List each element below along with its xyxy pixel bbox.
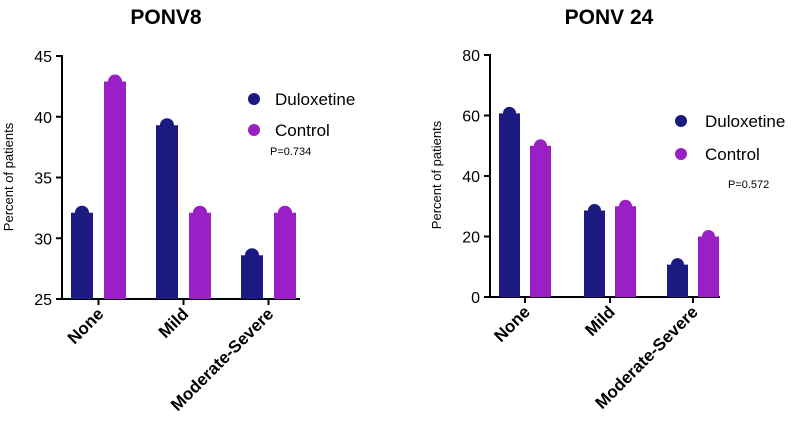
bar-duloxetine-mild — [156, 125, 178, 299]
bar-control-none — [104, 81, 126, 299]
legend: Duloxetine Control — [675, 112, 785, 164]
y-axis-label: Percent of patients — [1, 122, 16, 231]
y-tick-label: 20 — [462, 230, 480, 247]
bar-control-moderate-severe-point — [278, 205, 292, 220]
bar-duloxetine-mild — [584, 210, 605, 297]
bar-control-moderate-severe-point — [702, 230, 715, 243]
y-tick-label: 40 — [34, 110, 52, 127]
bar-control-none-point — [534, 139, 547, 153]
legend-label-control: Control — [705, 145, 760, 164]
bar-control-none-point — [108, 74, 122, 89]
bar-control-moderate-severe — [274, 212, 296, 299]
bar-duloxetine-moderate-severe-point — [671, 258, 684, 272]
y-tick-label: 25 — [34, 292, 52, 309]
y-tick-label: 60 — [462, 109, 480, 126]
bar-duloxetine-none — [71, 212, 93, 299]
x-tick-label: Mild — [155, 304, 192, 341]
p-value-annotation: P=0.572 — [728, 179, 769, 191]
bar-duloxetine-none-point — [75, 205, 89, 220]
y-tick-label: 40 — [462, 169, 480, 186]
y-tick-label: 30 — [34, 231, 52, 248]
bar-duloxetine-moderate-severe — [241, 255, 263, 299]
y-axis-label: Percent of patients — [429, 120, 444, 229]
bar-duloxetine-none-point — [503, 106, 516, 120]
bar-control-none — [530, 145, 551, 297]
bar-duloxetine-mild-point — [160, 118, 174, 133]
legend-marker-duloxetine — [248, 93, 260, 105]
legend-marker-duloxetine — [675, 115, 687, 127]
bar-duloxetine-none — [499, 113, 520, 297]
bar-duloxetine-moderate-severe-point — [245, 248, 259, 263]
bar-control-mild-point — [193, 205, 207, 220]
chart-ponv24: PONV 24 Percent of patients P=0.572 Dulo… — [429, 6, 785, 413]
legend: Duloxetine Control — [248, 90, 355, 140]
legend-label-duloxetine: Duloxetine — [275, 90, 355, 109]
bar-control-moderate-severe — [698, 236, 719, 297]
bar-duloxetine-moderate-severe — [667, 264, 688, 297]
x-tick-label: Mild — [581, 302, 618, 339]
x-tick-label: None — [64, 304, 107, 347]
bar-control-mild — [189, 212, 211, 299]
x-tick-label: None — [490, 302, 533, 345]
chart-title: PONV8 — [130, 6, 202, 29]
legend-marker-control — [248, 124, 260, 136]
y-tick-label: 80 — [462, 48, 480, 65]
p-value-annotation: P=0.734 — [270, 146, 311, 158]
legend-label-duloxetine: Duloxetine — [705, 112, 785, 131]
bar-control-mild — [615, 206, 636, 297]
legend-label-control: Control — [275, 121, 330, 140]
y-tick-label: 0 — [471, 290, 480, 307]
chart-ponv8: PONV8 Percent of patients P=0.734 Duloxe… — [1, 6, 355, 415]
bar-duloxetine-mild-point — [588, 203, 601, 217]
legend-marker-control — [675, 148, 687, 160]
y-tick-label: 35 — [34, 171, 52, 188]
chart-title: PONV 24 — [565, 6, 654, 29]
bar-control-mild-point — [619, 199, 632, 213]
y-tick-label: 45 — [34, 49, 52, 66]
